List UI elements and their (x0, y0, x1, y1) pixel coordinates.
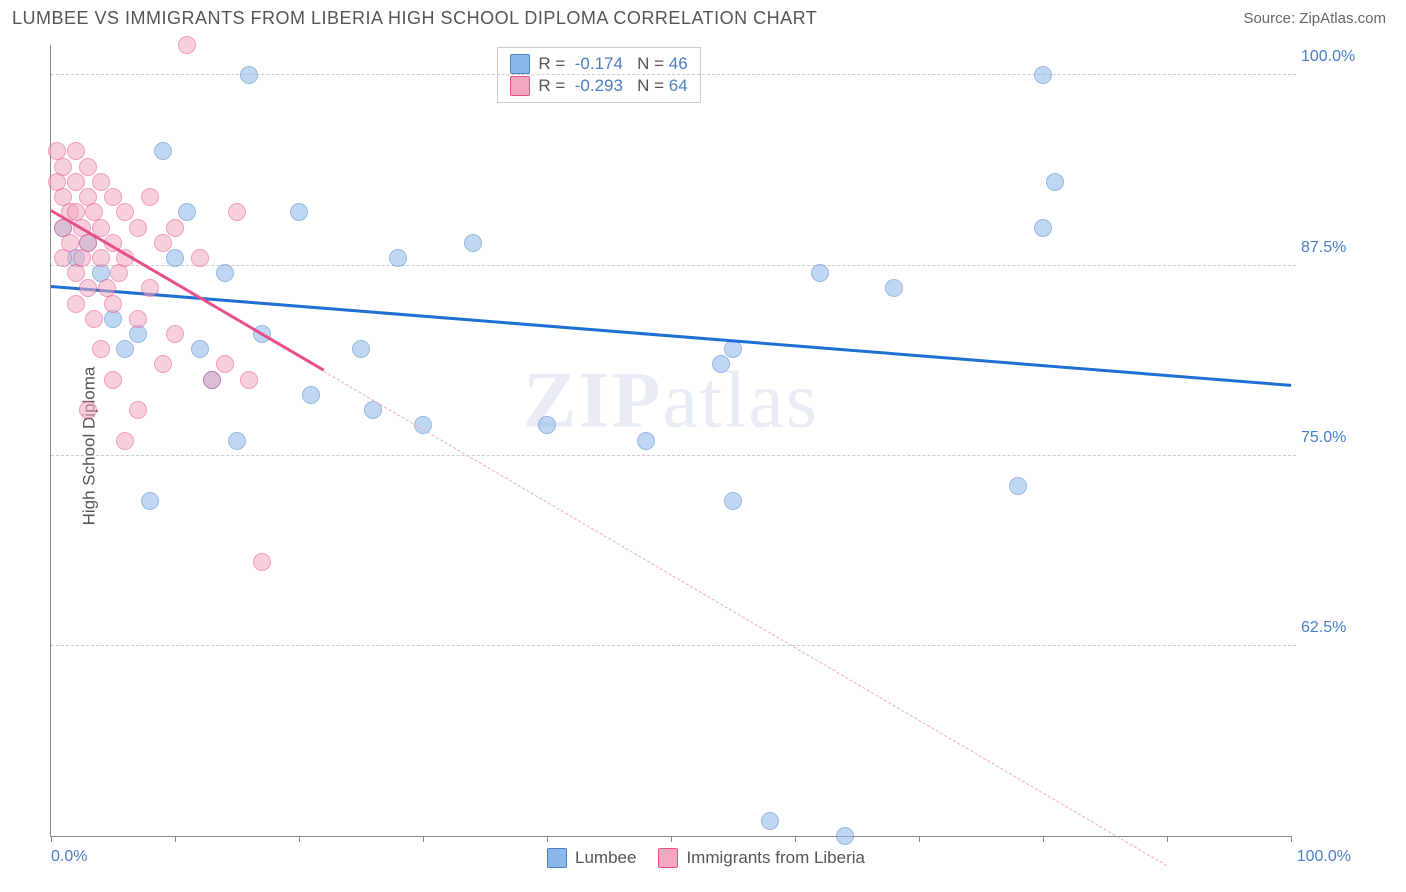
data-point (290, 203, 308, 221)
legend-item: Immigrants from Liberia (658, 848, 865, 868)
data-point (116, 432, 134, 450)
legend-row: R = -0.174 N = 46 (510, 54, 687, 74)
data-point (129, 310, 147, 328)
data-point (104, 295, 122, 313)
y-tick-label: 75.0% (1301, 429, 1371, 447)
chart-title: LUMBEE VS IMMIGRANTS FROM LIBERIA HIGH S… (12, 8, 817, 29)
data-point (216, 355, 234, 373)
data-point (154, 355, 172, 373)
data-point (92, 173, 110, 191)
data-point (637, 432, 655, 450)
data-point (104, 188, 122, 206)
y-tick-label: 62.5% (1301, 619, 1371, 637)
data-point (464, 234, 482, 252)
gridline (51, 74, 1296, 75)
data-point (61, 234, 79, 252)
data-point (116, 203, 134, 221)
data-point (104, 371, 122, 389)
data-point (216, 264, 234, 282)
data-point (1046, 173, 1064, 191)
data-point (1034, 66, 1052, 84)
trend-line (324, 371, 1168, 866)
data-point (191, 249, 209, 267)
data-point (154, 142, 172, 160)
data-point (885, 279, 903, 297)
watermark: ZIPatlas (523, 355, 819, 446)
data-point (166, 249, 184, 267)
legend-item: Lumbee (547, 848, 636, 868)
x-tick (175, 836, 176, 842)
data-point (240, 66, 258, 84)
x-tick (919, 836, 920, 842)
data-point (129, 401, 147, 419)
series-legend: Lumbee Immigrants from Liberia (547, 848, 865, 868)
x-tick (1167, 836, 1168, 842)
gridline (51, 265, 1296, 266)
data-point (129, 219, 147, 237)
data-point (67, 173, 85, 191)
data-point (141, 492, 159, 510)
y-tick-label: 100.0% (1301, 48, 1371, 66)
data-point (724, 492, 742, 510)
data-point (761, 812, 779, 830)
scatter-chart: ZIPatlas R = -0.174 N = 46R = -0.293 N =… (50, 45, 1291, 837)
data-point (228, 432, 246, 450)
data-point (178, 36, 196, 54)
data-point (1034, 219, 1052, 237)
data-point (836, 827, 854, 845)
data-point (141, 188, 159, 206)
gridline (51, 455, 1296, 456)
data-point (166, 219, 184, 237)
trend-line (51, 285, 1291, 387)
x-tick (547, 836, 548, 842)
x-tick (671, 836, 672, 842)
data-point (253, 553, 271, 571)
data-point (67, 142, 85, 160)
x-tick (1291, 836, 1292, 842)
data-point (79, 279, 97, 297)
x-tick (1043, 836, 1044, 842)
data-point (538, 416, 556, 434)
header: LUMBEE VS IMMIGRANTS FROM LIBERIA HIGH S… (0, 0, 1406, 33)
data-point (166, 325, 184, 343)
data-point (240, 371, 258, 389)
x-max-label: 100.0% (1297, 848, 1351, 866)
data-point (712, 355, 730, 373)
x-tick (423, 836, 424, 842)
data-point (85, 310, 103, 328)
gridline (51, 645, 1296, 646)
y-tick-label: 87.5% (1301, 239, 1371, 257)
data-point (67, 295, 85, 313)
legend-row: R = -0.293 N = 64 (510, 76, 687, 96)
x-min-label: 0.0% (51, 848, 87, 866)
data-point (352, 340, 370, 358)
source-label: Source: ZipAtlas.com (1243, 10, 1386, 27)
data-point (92, 340, 110, 358)
data-point (203, 371, 221, 389)
x-tick (51, 836, 52, 842)
x-tick (299, 836, 300, 842)
data-point (54, 158, 72, 176)
data-point (92, 249, 110, 267)
data-point (389, 249, 407, 267)
data-point (178, 203, 196, 221)
x-tick (795, 836, 796, 842)
data-point (154, 234, 172, 252)
data-point (811, 264, 829, 282)
data-point (228, 203, 246, 221)
data-point (302, 386, 320, 404)
data-point (79, 401, 97, 419)
data-point (191, 340, 209, 358)
data-point (116, 340, 134, 358)
data-point (1009, 477, 1027, 495)
data-point (141, 279, 159, 297)
data-point (79, 158, 97, 176)
